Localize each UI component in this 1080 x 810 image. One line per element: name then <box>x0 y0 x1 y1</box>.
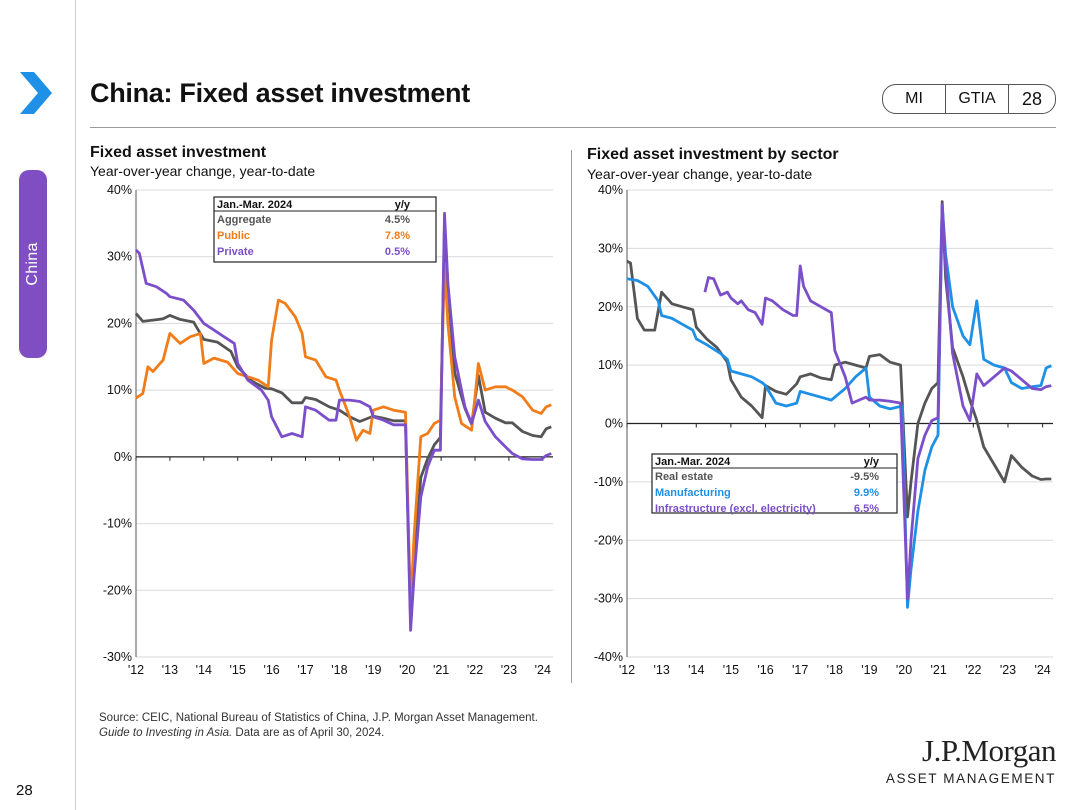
right-x-tick-label: '12 <box>619 663 635 677</box>
left-legend-value: 7.8% <box>385 230 410 242</box>
logo-tagline: ASSET MANAGEMENT <box>885 771 1056 786</box>
left-legend-label: Private <box>217 246 254 258</box>
left-x-tick-label: '12 <box>128 663 144 677</box>
source-guide-title: Guide to Investing in Asia. <box>99 727 233 739</box>
right-y-tick-label: 40% <box>598 183 623 197</box>
left-chart-title: Fixed asset investment <box>90 144 267 161</box>
right-y-tick-label: -40% <box>594 650 623 664</box>
left-y-tick-label: -20% <box>103 583 132 597</box>
right-y-tick-label: -10% <box>594 475 623 489</box>
left-y-tick-label: 10% <box>107 383 132 397</box>
right-legend-value: 9.9% <box>854 487 879 499</box>
left-x-tick-label: '15 <box>230 663 246 677</box>
left-x-tick-label: '20 <box>399 663 415 677</box>
right-series-real-estate <box>626 200 1052 519</box>
right-x-tick-label: '18 <box>827 663 843 677</box>
source-note: Source: CEIC, National Bureau of Statist… <box>99 711 538 741</box>
page-number: 28 <box>16 782 33 799</box>
right-x-tick-label: '19 <box>861 663 877 677</box>
right-legend-value: 6.5% <box>854 503 879 515</box>
left-y-tick-label: -10% <box>103 517 132 531</box>
right-x-tick-label: '17 <box>792 663 808 677</box>
right-chart-subtitle: Year-over-year change, year-to-date <box>587 166 813 182</box>
right-legend-label: Real estate <box>655 471 713 483</box>
left-legend-header-yy: y/y <box>395 199 411 211</box>
right-y-tick-label: -20% <box>594 533 623 547</box>
left-y-tick-label: 30% <box>107 250 132 264</box>
left-y-tick-label: 0% <box>114 450 132 464</box>
left-chart-subtitle: Year-over-year change, year-to-date <box>90 163 316 179</box>
right-y-tick-label: 30% <box>598 241 623 255</box>
left-series-public <box>135 262 552 612</box>
left-y-tick-label: 20% <box>107 316 132 330</box>
chart-divider <box>571 150 572 683</box>
right-x-tick-label: '16 <box>757 663 773 677</box>
right-x-tick-label: '21 <box>931 663 947 677</box>
left-legend-label: Public <box>217 230 250 242</box>
source-date: Data are as of April 30, 2024. <box>232 727 385 739</box>
right-legend-label: Infrastructure (excl. electricity) <box>655 503 816 515</box>
left-x-tick-label: '23 <box>501 663 517 677</box>
right-y-tick-label: -30% <box>594 592 623 606</box>
left-x-tick-label: '17 <box>297 663 313 677</box>
left-series-private <box>135 211 552 632</box>
right-series-infrastructure <box>703 203 1052 600</box>
section-tab-china[interactable]: China <box>19 170 47 358</box>
right-series-manufacturing <box>626 203 1052 609</box>
title-rule <box>90 127 1056 128</box>
left-legend-value: 4.5% <box>385 214 410 226</box>
right-x-tick-label: '15 <box>723 663 739 677</box>
right-legend-header-yy: y/y <box>864 456 880 468</box>
left-x-tick-label: '13 <box>162 663 178 677</box>
source-line-2: Guide to Investing in Asia. Data are as … <box>99 726 538 741</box>
left-x-tick-label: '16 <box>263 663 279 677</box>
left-y-tick-label: 40% <box>107 183 132 197</box>
right-y-tick-label: 0% <box>605 417 623 431</box>
chevron-right-icon <box>20 72 52 114</box>
guide-badges: MI GTIA 28 <box>882 84 1056 114</box>
right-x-tick-label: '14 <box>688 663 704 677</box>
right-x-tick-label: '22 <box>965 663 981 677</box>
left-x-tick-label: '18 <box>331 663 347 677</box>
left-x-tick-label: '19 <box>365 663 381 677</box>
right-x-tick-label: '20 <box>896 663 912 677</box>
right-legend-table <box>651 453 898 514</box>
right-chart-title: Fixed asset investment by sector <box>587 146 839 163</box>
page-title: China: Fixed asset investment <box>90 78 470 108</box>
right-y-tick-label: 20% <box>598 300 623 314</box>
left-legend-table <box>213 196 437 263</box>
logo-wordmark: J.P.Morgan <box>922 733 1056 768</box>
badge-mi[interactable]: MI <box>883 85 946 113</box>
right-x-tick-label: '13 <box>653 663 669 677</box>
jpmorgan-logo: J.P.Morgan ASSET MANAGEMENT <box>885 733 1057 786</box>
source-line-1: Source: CEIC, National Bureau of Statist… <box>99 712 538 724</box>
badge-page-number: 28 <box>1021 88 1043 109</box>
right-x-tick-label: '24 <box>1034 663 1050 677</box>
right-legend-label: Manufacturing <box>655 487 731 499</box>
right-x-tick-label: '23 <box>1000 663 1016 677</box>
left-x-tick-label: '24 <box>535 663 551 677</box>
left-x-tick-label: '22 <box>467 663 483 677</box>
left-x-tick-label: '14 <box>196 663 212 677</box>
badge-gtia[interactable]: GTIA <box>946 85 1009 113</box>
right-legend-header: Jan.-Mar. 2024 <box>655 456 731 468</box>
left-legend-header: Jan.-Mar. 2024 <box>217 199 293 211</box>
left-margin-line <box>75 0 76 810</box>
right-y-tick-label: 10% <box>598 358 623 372</box>
left-legend-value: 0.5% <box>385 246 410 258</box>
left-y-tick-label: -30% <box>103 650 132 664</box>
right-legend-value: -9.5% <box>850 471 879 483</box>
left-x-tick-label: '21 <box>433 663 449 677</box>
left-legend-label: Aggregate <box>217 214 271 226</box>
